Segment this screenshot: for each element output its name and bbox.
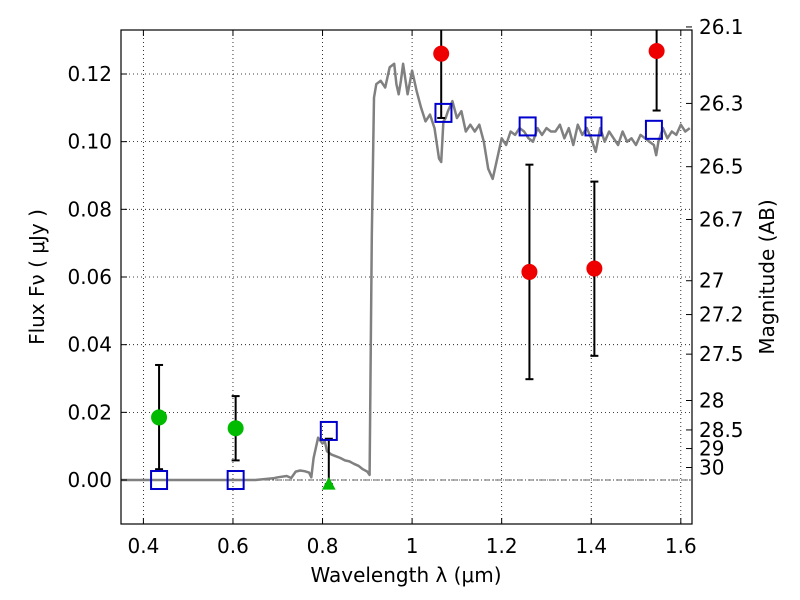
x-tick-label: 1	[406, 534, 419, 558]
axes: 0.4 0.6 0.8 1 1.2 1.4 1.6 0.00 0.02 0.04 0.06 0.08 0…	[67, 15, 743, 558]
right-tick-label: 27	[699, 269, 724, 293]
model-photometry-marker	[150, 470, 169, 491]
x-tick-label: 0.4	[127, 534, 159, 558]
y-tick-label: 0.02	[67, 400, 112, 424]
data-point	[433, 45, 450, 62]
y-tick-label: 0.08	[67, 197, 112, 221]
data-point	[586, 260, 603, 277]
upper-limit-marker	[321, 477, 336, 490]
right-tick-label: 26.5	[699, 155, 744, 179]
y-tick-label: 0.10	[67, 130, 112, 154]
y-axis-title: Flux Fν ( μJy )	[25, 209, 49, 345]
model-photometry-marker	[434, 102, 453, 123]
right-tick-label: 29	[699, 437, 724, 461]
model-photometry-marker	[644, 119, 663, 140]
y-tick-label: 0.12	[67, 62, 112, 86]
right-tick-label: 26.3	[699, 91, 744, 115]
right-axis-title: Magnitude (AB)	[755, 199, 779, 354]
x-axis-title: Wavelength λ (μm)	[310, 563, 501, 587]
right-tick-label: 28	[699, 389, 724, 413]
data-point	[151, 409, 168, 426]
y-tick-label: 0.06	[67, 265, 112, 289]
model-photometry-marker	[584, 116, 603, 137]
x-tick-label: 1.2	[486, 534, 518, 558]
x-tick-label: 1.6	[665, 534, 697, 558]
model-photometry-marker	[319, 420, 338, 441]
right-tick-label: 27.2	[699, 303, 744, 327]
right-tick-label: 30	[699, 455, 724, 479]
plot-area	[121, 30, 692, 491]
x-tick-label: 0.6	[217, 534, 249, 558]
model-photometry-marker	[518, 116, 537, 137]
right-tick-label: 28.5	[699, 418, 744, 442]
model-photometry-marker	[226, 470, 245, 491]
x-tick-label: 0.8	[307, 534, 339, 558]
right-tick-label: 26.1	[699, 15, 744, 39]
spectrum-line	[121, 62, 691, 482]
y-tick-label: 0.00	[67, 468, 112, 492]
right-tick-label: 27.5	[699, 342, 744, 366]
data-point	[648, 42, 665, 59]
x-tick-label: 1.4	[575, 534, 607, 558]
data-point	[227, 420, 244, 437]
data-point	[521, 263, 538, 280]
y-tick-label: 0.04	[67, 333, 112, 357]
right-tick-label: 26.7	[699, 207, 744, 231]
